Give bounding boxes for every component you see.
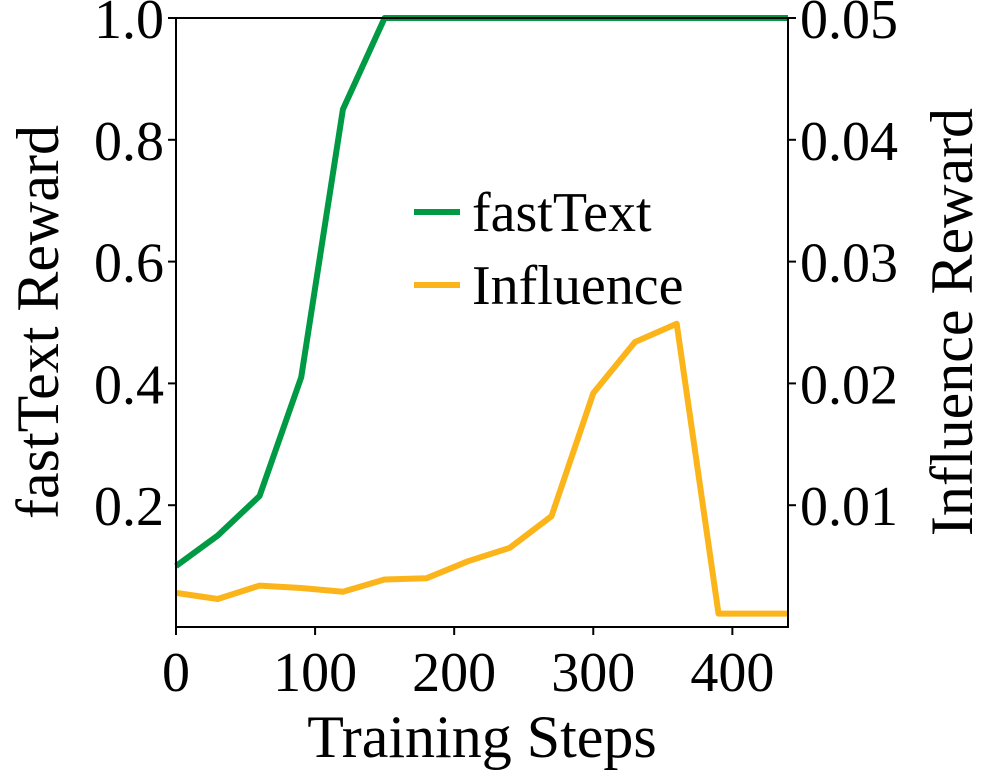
y-left-tick-label: 0.6 (94, 233, 164, 295)
legend-label-influence: Influence (472, 255, 683, 317)
y-axis-label-right: Influence Reward (919, 108, 985, 536)
y-left-tick-label: 0.4 (94, 354, 164, 416)
frame-layer (175, 17, 789, 628)
x-axis-label: Training Steps (307, 704, 657, 770)
y-left-tick-label: 0.8 (94, 111, 164, 173)
axes-layer: 0 100 200 300 400 0.2 0.4 0.6 0.8 1.0 0.01 0.02 0.03… (94, 0, 898, 704)
y-left-tick-label: 0.2 (94, 476, 164, 538)
y-right-tick-label: 0.04 (800, 111, 898, 173)
x-tick-label: 400 (690, 642, 774, 704)
y-right-tick-label: 0.03 (800, 233, 898, 295)
x-tick-label: 300 (551, 642, 635, 704)
legend-label-fasttext: fastText (472, 182, 652, 244)
x-tick-label: 0 (162, 642, 190, 704)
series-line-influence (175, 320, 788, 617)
y-right-tick-label: 0.05 (800, 0, 898, 51)
x-tick-label: 200 (412, 642, 496, 704)
y-left-tick-label: 1.0 (94, 0, 164, 51)
y-axis-label-left: fastText Reward (5, 125, 71, 519)
plot-frame (175, 17, 789, 628)
y-right-tick-label: 0.01 (800, 476, 898, 538)
legend: fastText Influence (414, 182, 683, 317)
x-tick-label: 100 (273, 642, 357, 704)
y-right-tick-label: 0.02 (800, 354, 898, 416)
